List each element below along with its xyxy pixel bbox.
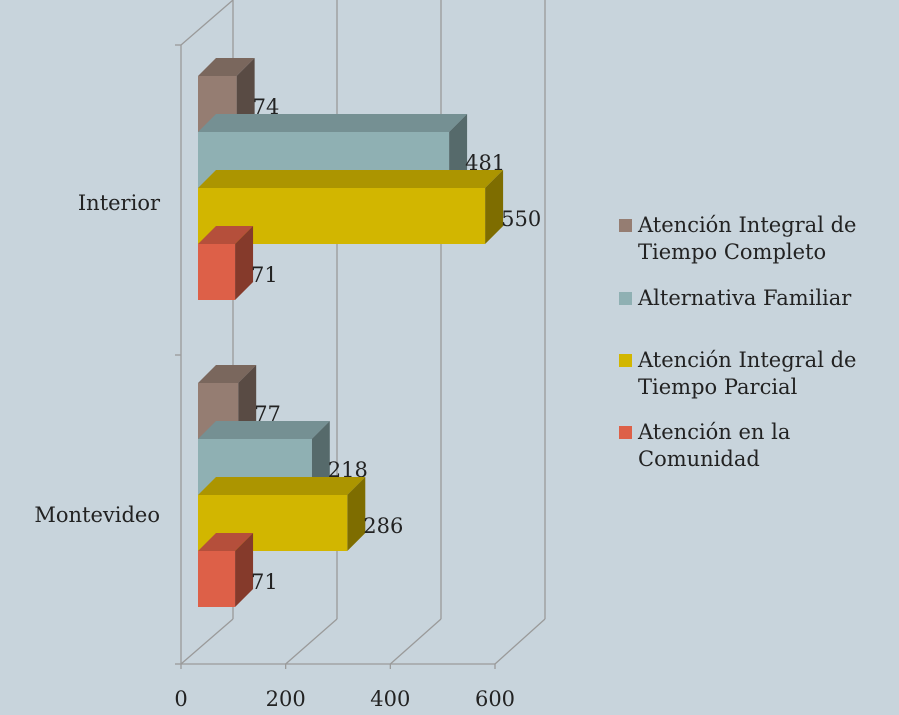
legend-item-tiempo-parcial: Atención Integral de Tiempo Parcial [619, 347, 889, 401]
data-label: 286 [363, 514, 403, 538]
data-label: 71 [251, 263, 278, 287]
data-label: 550 [501, 207, 541, 231]
floor-gridline [389, 618, 442, 665]
data-label: 71 [251, 570, 278, 594]
legend-label: Atención Integral de Tiempo Parcial [638, 348, 857, 399]
x-tick-label: 400 [370, 687, 410, 711]
bar-side [449, 114, 468, 188]
category-label: Interior [78, 191, 161, 215]
legend-label: Alternativa Familiar [638, 286, 852, 310]
bar-side [238, 365, 257, 439]
bar-top [198, 58, 255, 76]
bar-top [198, 477, 366, 495]
bar-top [198, 533, 254, 551]
bar-side [311, 421, 330, 495]
floor-gridline [285, 618, 338, 665]
legend-label: Atención Integral de Tiempo Completo [638, 213, 857, 264]
side-wall-top [180, 0, 234, 46]
x-tick-label: 600 [475, 687, 515, 711]
bar [198, 551, 236, 607]
bar-side [485, 170, 504, 244]
bar-top [198, 226, 254, 244]
x-tick-label: 200 [266, 687, 306, 711]
legend-swatch [619, 426, 632, 439]
bar-top [198, 421, 330, 439]
bar-side [235, 533, 254, 607]
x-tick-label: 0 [174, 687, 187, 711]
bar [198, 244, 236, 300]
floor-gridline [494, 618, 546, 665]
legend-swatch [619, 219, 632, 232]
bar-top [198, 114, 468, 132]
legend-swatch [619, 292, 632, 305]
bar-top [198, 365, 257, 383]
bar-side [236, 58, 255, 132]
chart-legend: Atención Integral de Tiempo Completo Alt… [619, 212, 889, 473]
floor-gridline [180, 618, 234, 665]
legend-label: Atención en la Comunidad [638, 420, 791, 471]
legend-item-tiempo-completo: Atención Integral de Tiempo Completo [619, 212, 889, 266]
bar-side [235, 226, 254, 300]
bar-side [347, 477, 366, 551]
legend-item-comunidad: Atención en la Comunidad [619, 419, 889, 473]
category-label: Montevideo [34, 503, 160, 527]
legend-swatch [619, 354, 632, 367]
legend-item-alternativa-familiar: Alternativa Familiar [619, 285, 889, 312]
bar-top [198, 170, 504, 188]
